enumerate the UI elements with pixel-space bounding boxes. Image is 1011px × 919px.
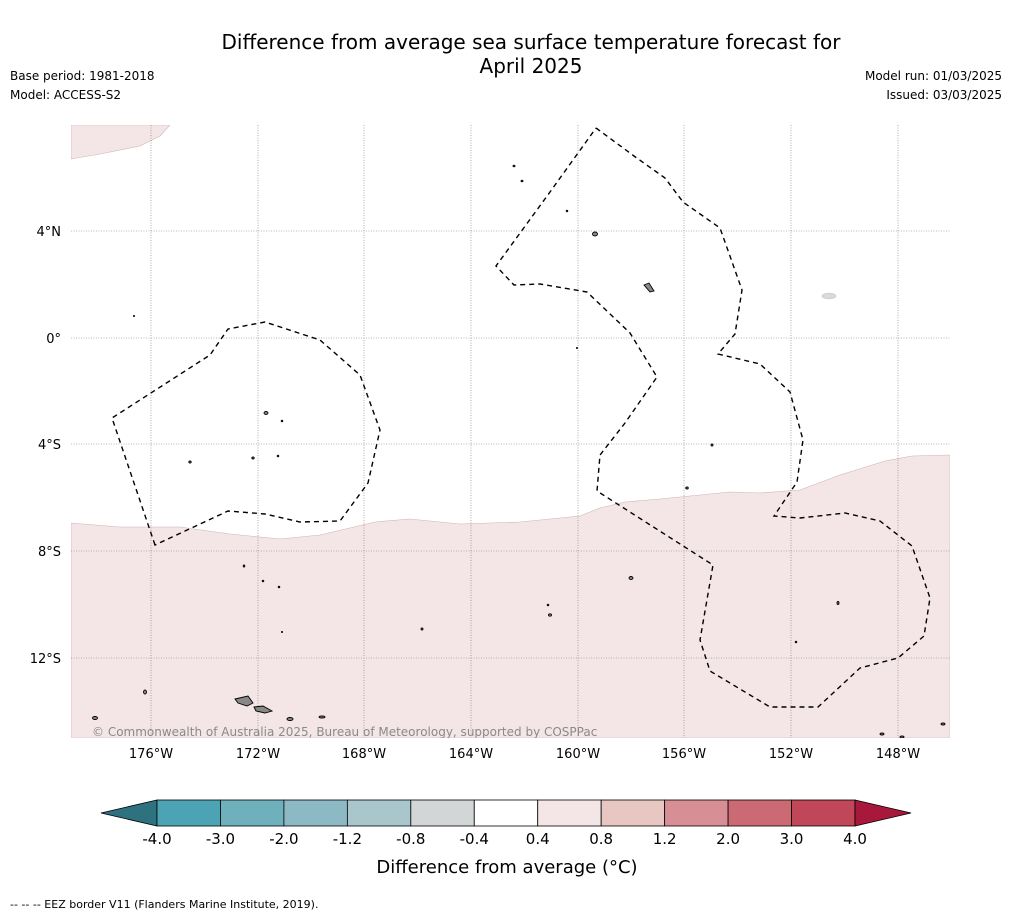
eez-borders bbox=[111, 127, 931, 708]
colorbar-segment bbox=[283, 799, 348, 827]
metadata-right: Model run: 01/03/2025 Issued: 03/03/2025 bbox=[865, 67, 1002, 105]
anomaly-region-northwest bbox=[71, 125, 171, 160]
title-line-2: April 2025 bbox=[479, 54, 583, 78]
colorbar-tick-label: 4.0 bbox=[843, 830, 867, 848]
island-faded bbox=[821, 292, 837, 300]
eez-border-tokelau bbox=[111, 321, 381, 546]
chart-title: Difference from average sea surface temp… bbox=[0, 30, 1011, 78]
colorbar-tick-label: -4.0 bbox=[142, 830, 171, 848]
islands bbox=[92, 164, 946, 738]
colorbar-tick-label: -0.8 bbox=[396, 830, 425, 848]
colorbar-segment bbox=[473, 799, 539, 827]
issued-date: Issued: 03/03/2025 bbox=[886, 88, 1002, 102]
colorbar-tick-label: 2.0 bbox=[716, 830, 740, 848]
eez-footnote: -- -- -- EEZ border V11 (Flanders Marine… bbox=[10, 898, 319, 911]
lon-label-164w: 164°W bbox=[449, 747, 493, 762]
colorbar-segment bbox=[346, 799, 412, 827]
model-name: Model: ACCESS-S2 bbox=[10, 88, 122, 102]
lat-label-4n: 4°N bbox=[37, 225, 62, 240]
colorbar-segment bbox=[664, 799, 729, 827]
lon-label-152w: 152°W bbox=[769, 747, 813, 762]
colorbar-tick-label: 1.2 bbox=[653, 830, 677, 848]
lat-label-4s: 4°S bbox=[38, 438, 61, 453]
colorbar: -4.0 -3.0 -2.0 -1.2 -0.8 -0.4 0.4 0.8 1.2 2.0 3.0 4… bbox=[100, 799, 912, 848]
metadata-left: Base period: 1981-2018 Model: ACCESS-S2 bbox=[10, 67, 155, 105]
colorbar-tick-label: -1.2 bbox=[333, 830, 362, 848]
colorbar-segment bbox=[537, 799, 602, 827]
lat-label-0: 0° bbox=[46, 332, 61, 347]
colorbar-segment bbox=[410, 799, 475, 827]
colorbar-tick-label: -3.0 bbox=[206, 830, 235, 848]
island-savaii bbox=[253, 705, 274, 714]
lon-label-176w: 176°W bbox=[129, 747, 173, 762]
colorbar-tick-label: -2.0 bbox=[269, 830, 298, 848]
lat-label-8s: 8°S bbox=[38, 545, 61, 560]
lat-label-12s: 12°S bbox=[30, 652, 61, 667]
copyright-notice: © Commonwealth of Australia 2025, Bureau… bbox=[92, 725, 597, 739]
latitude-labels: 4°N 0° 4°S 8°S 12°S bbox=[30, 225, 61, 667]
colorbar-extend-high bbox=[854, 799, 912, 827]
colorbar-extend-low bbox=[100, 799, 158, 827]
longitude-labels: 176°W 172°W 168°W 164°W 160°W 156°W 152°… bbox=[129, 747, 920, 762]
colorbar-segment bbox=[600, 799, 666, 827]
colorbar-title: Difference from average (°C) bbox=[376, 857, 637, 878]
colorbar-segment bbox=[727, 799, 792, 827]
colorbar-segment bbox=[791, 799, 856, 827]
graticule bbox=[71, 125, 950, 738]
base-period: Base period: 1981-2018 bbox=[10, 69, 155, 83]
title-line-1: Difference from average sea surface temp… bbox=[221, 30, 841, 54]
colorbar-tick-label: 3.0 bbox=[780, 830, 804, 848]
colorbar-tick-label: 0.8 bbox=[589, 830, 613, 848]
colorbar-segment bbox=[156, 799, 221, 827]
lon-label-160w: 160°W bbox=[556, 747, 600, 762]
model-run-date: Model run: 01/03/2025 bbox=[864, 69, 1002, 83]
colorbar-tick-label: -0.4 bbox=[460, 830, 489, 848]
colorbar-tick-label: 0.4 bbox=[526, 830, 550, 848]
lon-label-172w: 172°W bbox=[236, 747, 280, 762]
colorbar-segment bbox=[220, 799, 285, 827]
lon-label-168w: 168°W bbox=[342, 747, 386, 762]
island-upolu bbox=[234, 695, 254, 707]
lon-label-148w: 148°W bbox=[876, 747, 920, 762]
map-area: © Commonwealth of Australia 2025, Bureau… bbox=[71, 125, 950, 739]
anomaly-region-southern bbox=[71, 454, 950, 738]
lon-label-156w: 156°W bbox=[662, 747, 706, 762]
eez-border-line-islands bbox=[495, 127, 931, 708]
